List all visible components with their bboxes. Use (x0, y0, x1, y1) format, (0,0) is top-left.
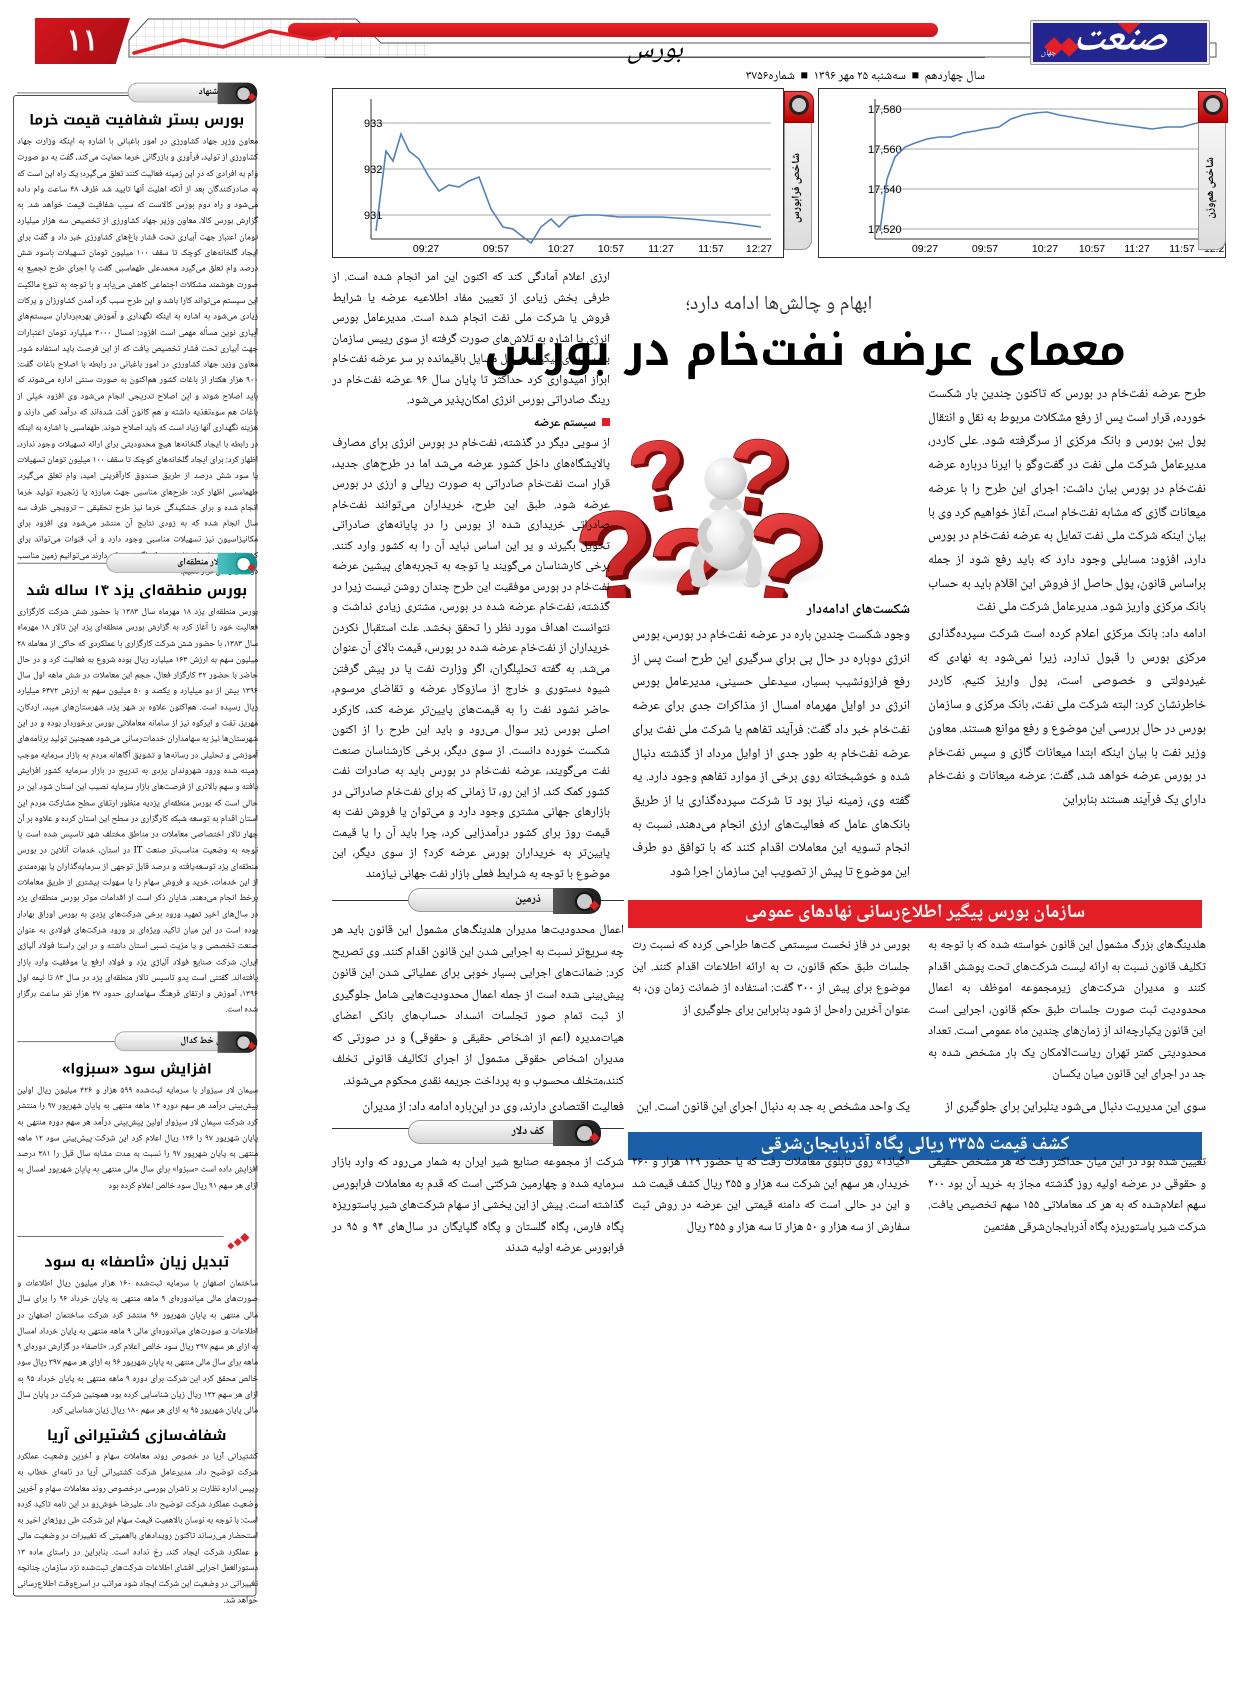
svg-text:شاخص فرابورس: شاخص فرابورس (787, 153, 806, 223)
svg-text:09:57: 09:57 (483, 243, 509, 255)
svg-text:10:27: 10:27 (1032, 243, 1058, 255)
svg-text:17,560: 17,560 (868, 144, 902, 156)
svg-text:11:57: 11:57 (1169, 243, 1195, 255)
svg-text:17,520: 17,520 (868, 224, 902, 236)
svg-text:09:27: 09:27 (912, 243, 938, 255)
svg-text:933: 933 (364, 118, 382, 130)
svg-text:10:57: 10:57 (598, 243, 624, 255)
svg-text:09:27: 09:27 (413, 243, 439, 255)
svg-text:931: 931 (364, 210, 382, 222)
svg-text:10:57: 10:57 (1079, 243, 1105, 255)
svg-text:932: 932 (364, 164, 382, 176)
svg-text:11:57: 11:57 (698, 243, 724, 255)
svg-text:17,580: 17,580 (868, 104, 902, 116)
svg-text:09:57: 09:57 (972, 243, 998, 255)
svg-text:10:27: 10:27 (548, 243, 574, 255)
svg-text:11:27: 11:27 (648, 243, 674, 255)
svg-text:11:27: 11:27 (1124, 243, 1150, 255)
svg-text:12:27: 12:27 (746, 243, 772, 255)
svg-text:شاخص هم‌وزن: شاخص هم‌وزن (1201, 157, 1220, 219)
